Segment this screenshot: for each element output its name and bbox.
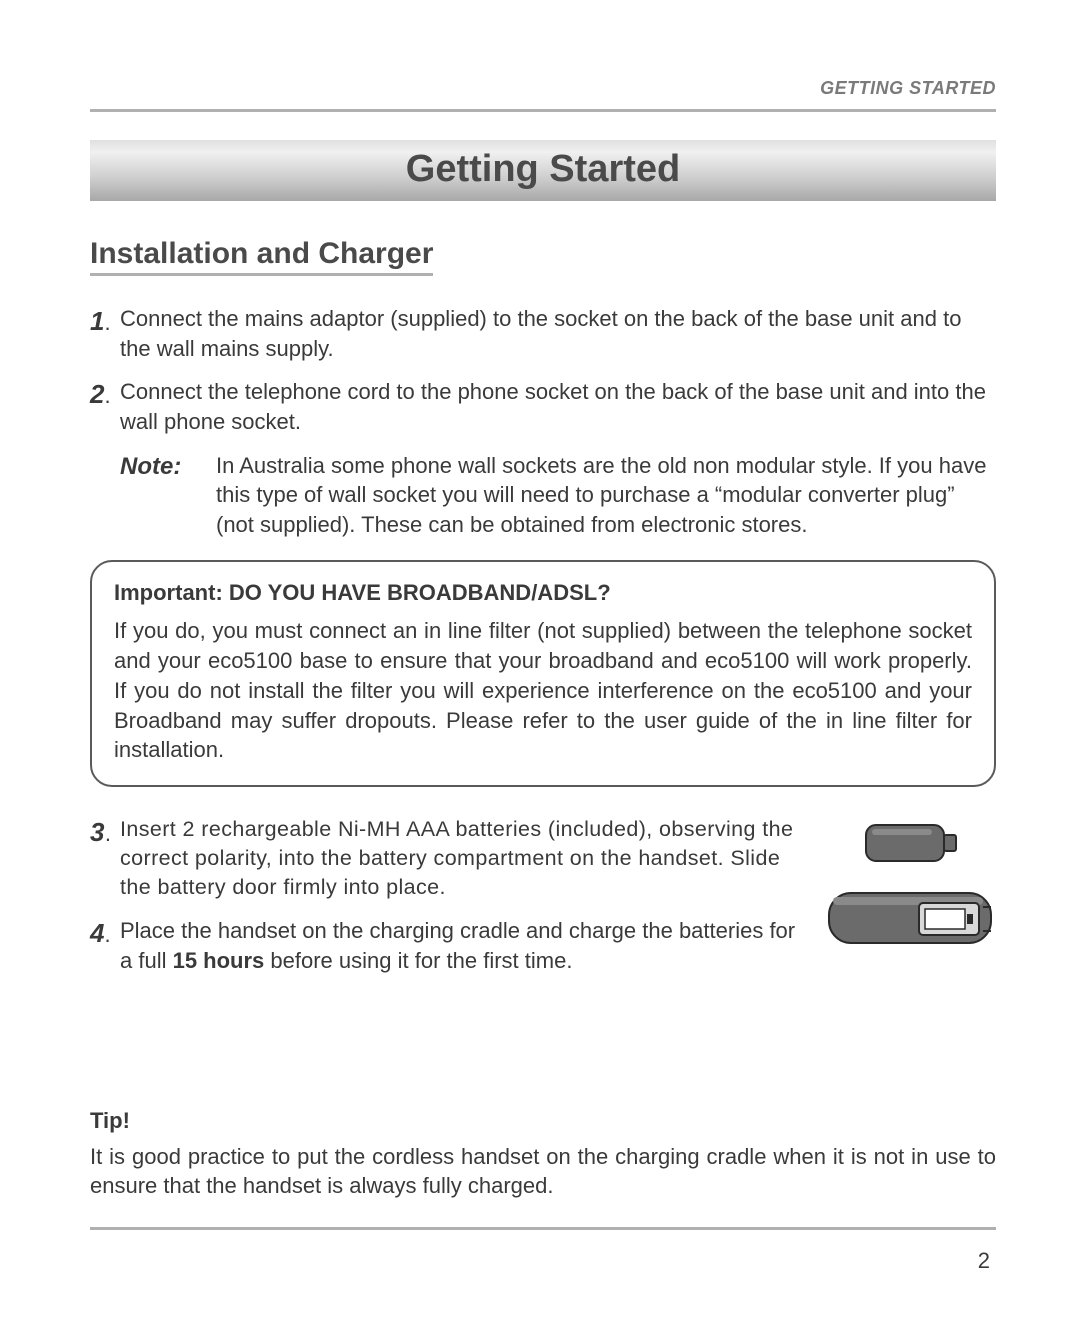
page-title: Getting Started: [90, 148, 996, 191]
title-banner: Getting Started: [90, 140, 996, 201]
note-label: Note:: [120, 451, 194, 540]
section-heading: Installation and Charger: [90, 237, 433, 276]
callout-body: If you do, you must connect an in line f…: [114, 616, 972, 766]
step-4: 4. Place the handset on the charging cra…: [90, 916, 808, 975]
step-2-text: Connect the telephone cord to the phone …: [120, 377, 996, 436]
note: Note: In Australia some phone wall socke…: [120, 451, 996, 540]
tip-heading: Tip!: [90, 1108, 996, 1134]
handset-battery-icon: [827, 885, 995, 951]
rule-top: [90, 109, 996, 112]
step-1-text: Connect the mains adaptor (supplied) to …: [120, 304, 996, 363]
step-3-number: 3.: [90, 815, 120, 850]
step-2-number: 2.: [90, 377, 120, 412]
step-4-text: Place the handset on the charging cradle…: [120, 916, 808, 975]
page: GETTING STARTED Getting Started Installa…: [0, 0, 1080, 1340]
step-3-text: Insert 2 rechargeable Ni-MH AAA batterie…: [120, 815, 808, 902]
step-1-number: 1.: [90, 304, 120, 339]
section-heading-wrap: Installation and Charger: [90, 237, 996, 304]
callout-title: Important: DO YOU HAVE BROADBAND/ADSL?: [114, 580, 972, 606]
figure-column: [826, 815, 996, 989]
step-2: 2. Connect the telephone cord to the pho…: [90, 377, 996, 436]
page-number: 2: [978, 1248, 990, 1274]
rule-bottom: [90, 1227, 996, 1230]
steps-column: 3. Insert 2 rechargeable Ni-MH AAA batte…: [90, 815, 808, 989]
steps-with-figure: 3. Insert 2 rechargeable Ni-MH AAA batte…: [90, 815, 996, 989]
step-4-number: 4.: [90, 916, 120, 951]
tip-body: It is good practice to put the cordless …: [90, 1142, 996, 1201]
broadband-callout: Important: DO YOU HAVE BROADBAND/ADSL? I…: [90, 560, 996, 788]
battery-cover-icon: [864, 819, 959, 867]
step-3: 3. Insert 2 rechargeable Ni-MH AAA batte…: [90, 815, 808, 902]
step-1: 1. Connect the mains adaptor (supplied) …: [90, 304, 996, 363]
note-text: In Australia some phone wall sockets are…: [194, 451, 996, 540]
running-header: GETTING STARTED: [90, 78, 996, 99]
